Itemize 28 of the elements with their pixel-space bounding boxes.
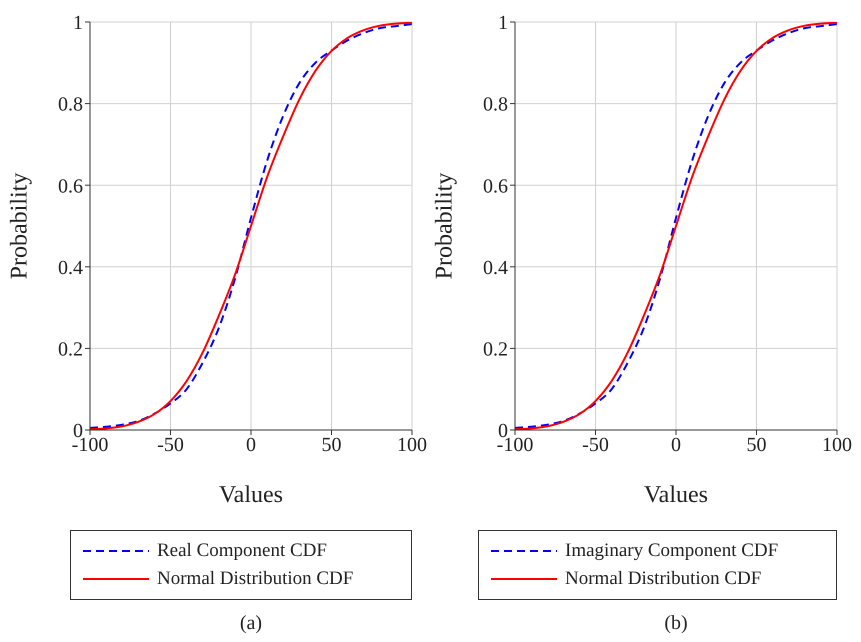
y-tick-label: 0.4 (483, 256, 508, 279)
legend-label: Normal Distribution CDF (565, 568, 762, 590)
y-tick-label: 0.6 (58, 175, 83, 198)
legend-label: Normal Distribution CDF (157, 568, 354, 590)
x-tick-label: -50 (157, 434, 184, 456)
y-tick-label: 0.8 (58, 94, 83, 116)
y-tick-label: 0.8 (483, 94, 508, 116)
x-tick-label: 100 (822, 434, 852, 456)
y-tick-label: 1 (73, 12, 83, 34)
x-tick-label: 0 (671, 434, 681, 456)
x-tick-label: 50 (746, 434, 766, 456)
text: (a) (238, 612, 264, 635)
y-tick-label: 0.6 (483, 175, 508, 198)
x-axis-title: Values (644, 482, 708, 508)
y-axis-title: Probability (6, 172, 33, 280)
text: (b) (663, 612, 689, 635)
y-tick-label: 1 (498, 12, 508, 34)
legend-label: Real Component CDF (157, 540, 327, 562)
x-tick-label: -50 (582, 434, 609, 456)
x-tick-label: 100 (397, 434, 427, 456)
y-tick-label: 0.2 (483, 338, 508, 360)
y-axis-title: Probability (432, 172, 458, 280)
legend-label: Imaginary Component CDF (565, 540, 778, 562)
x-tick-label: 0 (246, 434, 256, 456)
y-tick-label: 0.2 (58, 338, 83, 360)
x-tick-label: 50 (322, 434, 342, 456)
x-axis-title: Values (219, 482, 283, 508)
y-tick-label: 0.4 (58, 256, 83, 279)
